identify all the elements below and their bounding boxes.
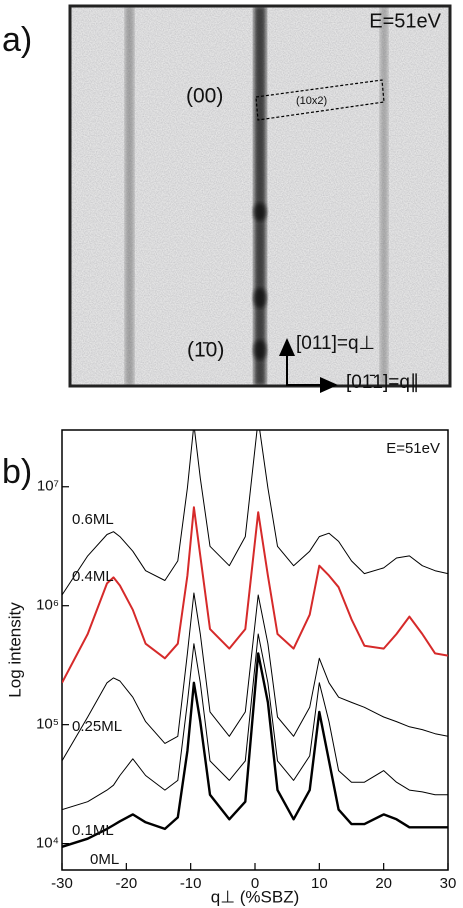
panel-label: b)	[2, 453, 32, 491]
series-label: 0.25ML	[72, 718, 122, 735]
curve	[62, 430, 448, 596]
y-axis-title: Log intensity	[5, 602, 24, 698]
x-tick-label: -20	[115, 875, 137, 892]
spot-label: (1̄0)	[187, 339, 224, 362]
y-tick-label: 10⁷	[37, 478, 59, 495]
panel-label: a)	[2, 21, 32, 59]
y-tick-label: 10⁶	[36, 597, 59, 614]
x-tick-label: 0	[251, 875, 259, 892]
plot-area	[62, 430, 448, 848]
y-tick-label: 10⁵	[36, 716, 59, 733]
x-tick-label: -30	[51, 875, 73, 892]
x-tick-label: 30	[440, 875, 457, 892]
spot-label: (00)	[186, 85, 223, 108]
series-label: 0.4ML	[72, 568, 114, 585]
x-tick-label: -10	[180, 875, 202, 892]
curve	[62, 633, 448, 811]
series-label: 0.6ML	[72, 511, 114, 528]
curve	[62, 506, 448, 684]
image-frame	[68, 4, 452, 388]
series-label: 0ML	[90, 851, 119, 868]
series-label: 0.1ML	[72, 822, 114, 839]
energy-label: E=51eV	[369, 10, 441, 32]
axis-label: [01̄1]=q∥	[346, 372, 419, 393]
axis-label: [011]=q⊥	[296, 333, 375, 354]
plot-frame	[61, 429, 449, 871]
curve	[62, 592, 448, 762]
x-axis-title: q⊥ (%SBZ)	[211, 887, 300, 906]
x-tick-label: 20	[375, 875, 392, 892]
box-label: (10x2)	[296, 95, 327, 107]
curve	[62, 652, 448, 848]
diffraction-image	[70, 6, 450, 386]
x-tick-label: 10	[311, 875, 328, 892]
y-tick-label: 10⁴	[36, 835, 59, 852]
energy-label: E=51eV	[386, 440, 440, 457]
